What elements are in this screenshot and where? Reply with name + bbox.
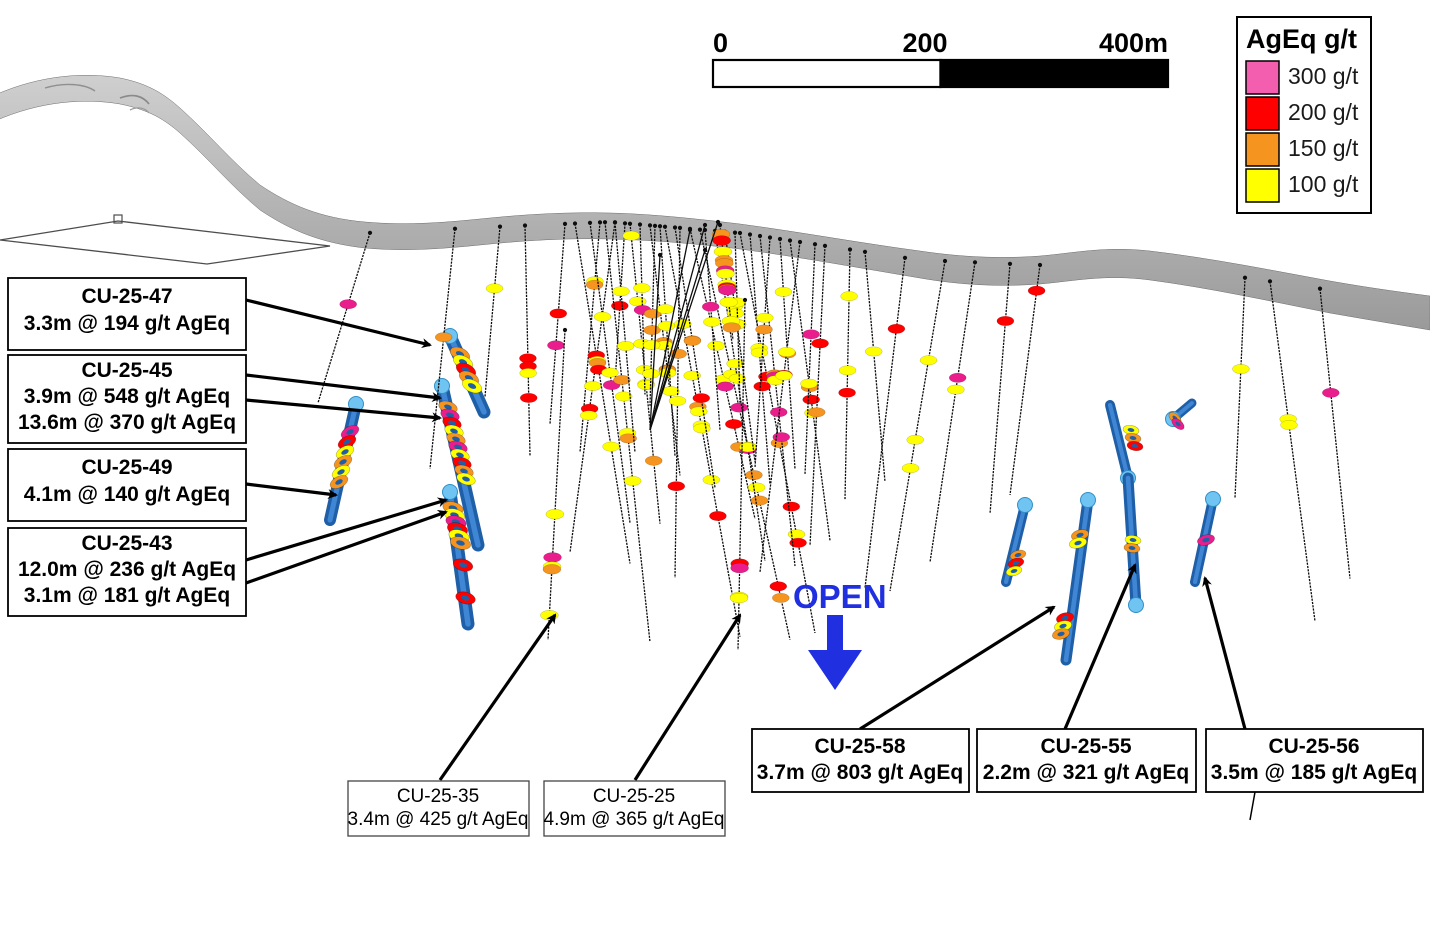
svg-text:3.4m @ 425 g/t AgEq: 3.4m @ 425 g/t AgEq xyxy=(348,809,529,830)
svg-text:3.7m @ 803 g/t AgEq: 3.7m @ 803 g/t AgEq xyxy=(757,761,963,784)
svg-text:3.3m @ 194 g/t AgEq: 3.3m @ 194 g/t AgEq xyxy=(24,312,230,335)
svg-text:0: 0 xyxy=(713,28,728,58)
svg-text:OPEN: OPEN xyxy=(793,578,887,615)
svg-text:CU-25-47: CU-25-47 xyxy=(81,285,172,308)
svg-text:CU-25-49: CU-25-49 xyxy=(81,456,172,479)
svg-text:CU-25-45: CU-25-45 xyxy=(81,359,172,382)
svg-text:300 g/t: 300 g/t xyxy=(1288,63,1359,89)
svg-text:CU-25-35: CU-25-35 xyxy=(397,786,479,807)
svg-text:CU-25-56: CU-25-56 xyxy=(1268,735,1359,758)
svg-text:4.9m @ 365 g/t AgEq: 4.9m @ 365 g/t AgEq xyxy=(544,809,725,830)
svg-text:3.9m @ 548 g/t AgEq: 3.9m @ 548 g/t AgEq xyxy=(24,385,230,408)
svg-text:200 g/t: 200 g/t xyxy=(1288,99,1359,125)
svg-text:150 g/t: 150 g/t xyxy=(1288,135,1359,161)
svg-text:3.5m @ 185 g/t AgEq: 3.5m @ 185 g/t AgEq xyxy=(1211,761,1417,784)
svg-text:3.1m @ 181 g/t AgEq: 3.1m @ 181 g/t AgEq xyxy=(24,584,230,607)
svg-text:12.0m @ 236 g/t AgEq: 12.0m @ 236 g/t AgEq xyxy=(18,558,236,581)
svg-text:CU-25-43: CU-25-43 xyxy=(81,532,172,555)
svg-text:AgEq g/t: AgEq g/t xyxy=(1246,24,1357,54)
svg-text:CU-25-55: CU-25-55 xyxy=(1040,735,1131,758)
svg-text:13.6m @ 370 g/t AgEq: 13.6m @ 370 g/t AgEq xyxy=(18,411,236,434)
svg-text:100 g/t: 100 g/t xyxy=(1288,171,1359,197)
svg-text:200: 200 xyxy=(902,28,947,58)
svg-text:CU-25-58: CU-25-58 xyxy=(814,735,905,758)
svg-text:CU-25-25: CU-25-25 xyxy=(593,786,675,807)
svg-text:2.2m @ 321 g/t AgEq: 2.2m @ 321 g/t AgEq xyxy=(983,761,1189,784)
svg-text:4.1m @ 140 g/t AgEq: 4.1m @ 140 g/t AgEq xyxy=(24,483,230,506)
svg-text:400m: 400m xyxy=(1099,28,1168,58)
